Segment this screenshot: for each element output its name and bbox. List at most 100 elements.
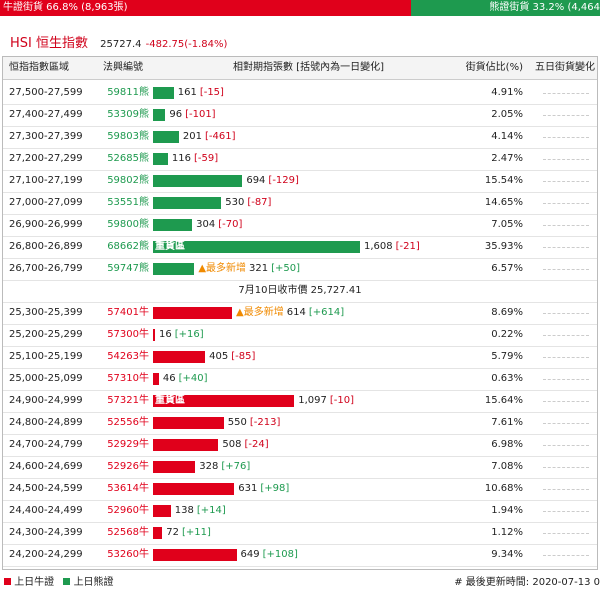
data-row: 24,300-24,399 52568牛 72 [+11] 1.12% bbox=[3, 522, 597, 545]
title: HSI 恒生指數 bbox=[10, 36, 88, 51]
data-row: 27,300-27,399 59803熊 201 [-461] 4.14% bbox=[3, 126, 597, 149]
data-row: 24,600-24,699 52926牛 328 [+76] 7.08% bbox=[3, 456, 597, 479]
data-row: 26,900-26,999 59800熊 304 [-70] 7.05% bbox=[3, 214, 597, 237]
code: 59800熊 bbox=[107, 219, 149, 230]
change: [-213] bbox=[249, 417, 281, 428]
mini-chart-baseline bbox=[543, 379, 589, 380]
mini-chart-baseline bbox=[543, 313, 589, 314]
range: 27,100-27,199 bbox=[9, 175, 83, 186]
count: 161 bbox=[177, 87, 197, 98]
mini-chart-baseline bbox=[543, 423, 589, 424]
count-info: ▲最多新增 321 [+50] bbox=[198, 258, 300, 280]
code: 59802熊 bbox=[107, 175, 149, 186]
share: 8.69% bbox=[491, 307, 523, 318]
mini-chart-baseline bbox=[543, 93, 589, 94]
count: 321 bbox=[249, 263, 269, 274]
code: 57300牛 bbox=[107, 329, 149, 340]
count-info: 550 [-213] bbox=[228, 412, 281, 434]
code: 52926牛 bbox=[107, 461, 149, 472]
count-info: 201 [-461] bbox=[183, 126, 236, 148]
mini-chart-baseline bbox=[543, 533, 589, 534]
data-row: 26,700-26,799 59747熊 ▲最多新增 321 [+50] 6.57% bbox=[3, 258, 597, 281]
count-bar bbox=[153, 87, 174, 99]
close-price: 7月10日收市價 25,727.41 bbox=[238, 285, 362, 296]
share: 5.79% bbox=[491, 351, 523, 362]
data-row: 27,100-27,199 59802熊 694 [-129] 15.54% bbox=[3, 170, 597, 193]
data-row: 26,800-26,899 68662熊 重貨區 1,608 [-21] 35.93% bbox=[3, 236, 597, 259]
index: 25727.4 bbox=[100, 39, 142, 50]
count-bar: 重貨區 bbox=[153, 241, 360, 253]
change: [-70] bbox=[218, 219, 243, 230]
header: HSI 恒生指數 25727.4 -482.75(-1.84%) bbox=[10, 32, 227, 51]
code: 57321牛 bbox=[107, 395, 149, 406]
data-row: 27,400-27,499 53309熊 96 [-101] 2.05% bbox=[3, 104, 597, 127]
mini-chart-baseline bbox=[543, 159, 589, 160]
data-row: 24,900-24,999 57321牛 重貨區 1,097 [-10] 15.64% bbox=[3, 390, 597, 413]
data-row: 24,200-24,299 53260牛 649 [+108] 9.34% bbox=[3, 544, 597, 567]
count: 72 bbox=[166, 527, 179, 538]
share: 6.98% bbox=[491, 439, 523, 450]
change: [+16] bbox=[174, 329, 204, 340]
mini-chart-baseline bbox=[543, 269, 589, 270]
close-row: 7月10日收市價 25,727.41 bbox=[3, 280, 597, 303]
count-info: 1,608 [-21] bbox=[364, 236, 420, 258]
mini-chart-baseline bbox=[543, 181, 589, 182]
code: 59747熊 bbox=[107, 263, 149, 274]
count: 694 bbox=[246, 175, 266, 186]
count-bar bbox=[153, 527, 163, 539]
count: 631 bbox=[238, 483, 258, 494]
count-info: 631 [+98] bbox=[238, 478, 289, 500]
share: 2.05% bbox=[491, 109, 523, 120]
data-row: 24,800-24,899 52556牛 550 [-213] 7.61% bbox=[3, 412, 597, 435]
count: 405 bbox=[209, 351, 229, 362]
mini-chart-baseline bbox=[543, 335, 589, 336]
count-bar bbox=[153, 417, 224, 429]
share: 9.34% bbox=[491, 549, 523, 560]
change: [-21] bbox=[395, 241, 420, 252]
share: 15.64% bbox=[484, 395, 523, 406]
data-row: 27,500-27,599 59811熊 161 [-15] 4.91% bbox=[3, 82, 597, 105]
code: 52568牛 bbox=[107, 527, 149, 538]
count: 614 bbox=[286, 307, 306, 318]
share: 1.94% bbox=[491, 505, 523, 516]
index-change: -482.75(-1.84%) bbox=[145, 39, 228, 50]
share: 7.61% bbox=[491, 417, 523, 428]
count: 1,097 bbox=[298, 395, 327, 406]
code: 53614牛 bbox=[107, 483, 149, 494]
share: 35.93% bbox=[484, 241, 523, 252]
count: 201 bbox=[182, 131, 202, 142]
mini-chart-baseline bbox=[543, 115, 589, 116]
count: 16 bbox=[159, 329, 172, 340]
legend: 上日牛證 上日熊證 bbox=[4, 573, 114, 588]
count: 649 bbox=[240, 549, 260, 560]
mini-chart-baseline bbox=[543, 401, 589, 402]
change: [-24] bbox=[244, 439, 269, 450]
column-title: 相對期指張數 [括號內為一日變化] bbox=[233, 62, 384, 73]
note: ▲最多新增 bbox=[198, 263, 247, 274]
mini-chart-baseline bbox=[543, 357, 589, 358]
count-bar bbox=[153, 219, 193, 231]
share: 7.05% bbox=[491, 219, 523, 230]
count: 550 bbox=[227, 417, 247, 428]
count-bar bbox=[153, 505, 171, 517]
change: [-59] bbox=[194, 153, 219, 164]
data-row: 25,300-25,399 57401牛 ▲最多新增 614 [+614] 8.69% bbox=[3, 302, 597, 325]
data-row: 25,000-25,099 57310牛 46 [+40] 0.63% bbox=[3, 368, 597, 391]
range: 27,300-27,399 bbox=[9, 131, 83, 142]
share: 0.63% bbox=[491, 373, 523, 384]
share: 1.12% bbox=[491, 527, 523, 538]
count-bar bbox=[153, 131, 179, 143]
mini-chart-baseline bbox=[543, 137, 589, 138]
updated: # 最後更新時間: 2020-07-13 0 bbox=[454, 573, 600, 588]
change: [-87] bbox=[247, 197, 272, 208]
code: 57310牛 bbox=[107, 373, 149, 384]
share: 6.57% bbox=[491, 263, 523, 274]
code: 52960牛 bbox=[107, 505, 149, 516]
data-row: 24,700-24,799 52929牛 508 [-24] 6.98% bbox=[3, 434, 597, 457]
code: 52929牛 bbox=[107, 439, 149, 450]
code: 52685熊 bbox=[107, 153, 149, 164]
code: 57401牛 bbox=[107, 307, 149, 318]
count: 530 bbox=[225, 197, 245, 208]
change: [-129] bbox=[268, 175, 299, 186]
count-bar bbox=[153, 373, 159, 385]
